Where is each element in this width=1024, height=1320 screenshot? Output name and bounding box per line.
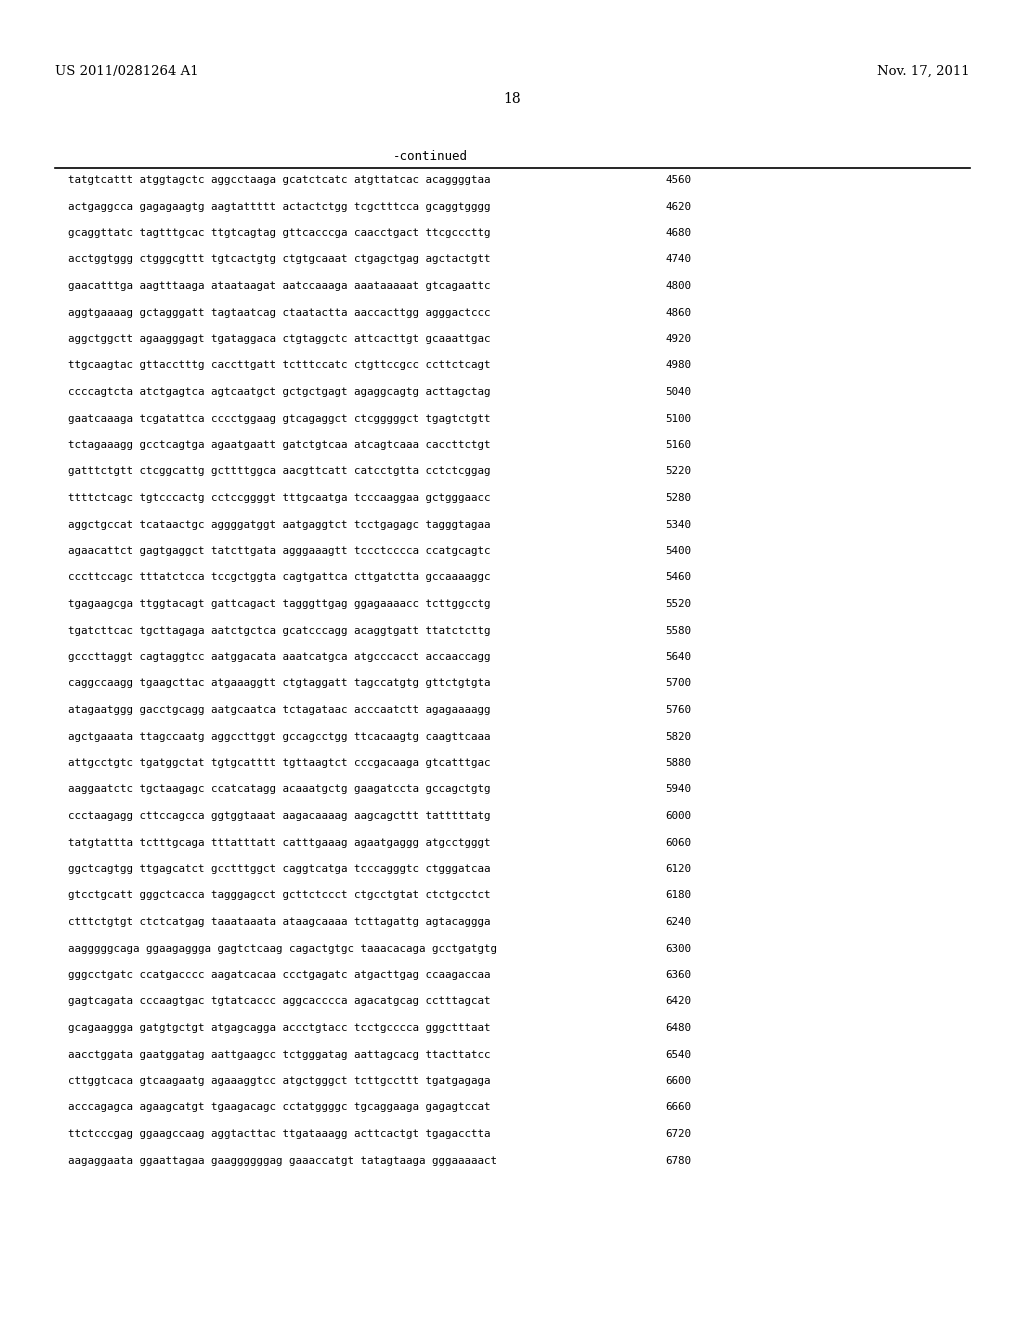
Text: Nov. 17, 2011: Nov. 17, 2011 bbox=[878, 65, 970, 78]
Text: 5580: 5580 bbox=[665, 626, 691, 635]
Text: 6060: 6060 bbox=[665, 837, 691, 847]
Text: 5640: 5640 bbox=[665, 652, 691, 663]
Text: aagggggcaga ggaagaggga gagtctcaag cagactgtgc taaacacaga gcctgatgtg: aagggggcaga ggaagaggga gagtctcaag cagact… bbox=[68, 944, 497, 953]
Text: -continued: -continued bbox=[392, 150, 468, 162]
Text: gcaggttatc tagtttgcac ttgtcagtag gttcacccga caacctgact ttcgcccttg: gcaggttatc tagtttgcac ttgtcagtag gttcacc… bbox=[68, 228, 490, 238]
Text: aggctggctt agaagggagt tgataggaca ctgtaggctc attcacttgt gcaaattgac: aggctggctt agaagggagt tgataggaca ctgtagg… bbox=[68, 334, 490, 345]
Text: 6780: 6780 bbox=[665, 1155, 691, 1166]
Text: 4740: 4740 bbox=[665, 255, 691, 264]
Text: ccctaagagg cttccagcca ggtggtaaat aagacaaaag aagcagcttt tatttttatg: ccctaagagg cttccagcca ggtggtaaat aagacaa… bbox=[68, 810, 490, 821]
Text: 5040: 5040 bbox=[665, 387, 691, 397]
Text: tatgtcattt atggtagctc aggcctaaga gcatctcatc atgttatcac acaggggtaa: tatgtcattt atggtagctc aggcctaaga gcatctc… bbox=[68, 176, 490, 185]
Text: tgagaagcga ttggtacagt gattcagact tagggttgag ggagaaaacc tcttggcctg: tgagaagcga ttggtacagt gattcagact tagggtt… bbox=[68, 599, 490, 609]
Text: 6300: 6300 bbox=[665, 944, 691, 953]
Text: atagaatggg gacctgcagg aatgcaatca tctagataac acccaatctt agagaaaagg: atagaatggg gacctgcagg aatgcaatca tctagat… bbox=[68, 705, 490, 715]
Text: cccttccagc tttatctcca tccgctggta cagtgattca cttgatctta gccaaaaggc: cccttccagc tttatctcca tccgctggta cagtgat… bbox=[68, 573, 490, 582]
Text: 4620: 4620 bbox=[665, 202, 691, 211]
Text: 4920: 4920 bbox=[665, 334, 691, 345]
Text: 6120: 6120 bbox=[665, 865, 691, 874]
Text: ttctcccgag ggaagccaag aggtacttac ttgataaagg acttcactgt tgagacctta: ttctcccgag ggaagccaag aggtacttac ttgataa… bbox=[68, 1129, 490, 1139]
Text: ccccagtcta atctgagtca agtcaatgct gctgctgagt agaggcagtg acttagctag: ccccagtcta atctgagtca agtcaatgct gctgctg… bbox=[68, 387, 490, 397]
Text: 4680: 4680 bbox=[665, 228, 691, 238]
Text: 5400: 5400 bbox=[665, 546, 691, 556]
Text: gaatcaaaga tcgatattca cccctggaag gtcagaggct ctcgggggct tgagtctgtt: gaatcaaaga tcgatattca cccctggaag gtcagag… bbox=[68, 413, 490, 424]
Text: gatttctgtt ctcggcattg gcttttggca aacgttcatt catcctgtta cctctcggag: gatttctgtt ctcggcattg gcttttggca aacgttc… bbox=[68, 466, 490, 477]
Text: gggcctgatc ccatgacccc aagatcacaa ccctgagatc atgacttgag ccaagaccaa: gggcctgatc ccatgacccc aagatcacaa ccctgag… bbox=[68, 970, 490, 979]
Text: 4800: 4800 bbox=[665, 281, 691, 290]
Text: 5280: 5280 bbox=[665, 492, 691, 503]
Text: 6720: 6720 bbox=[665, 1129, 691, 1139]
Text: cttggtcaca gtcaagaatg agaaaggtcc atgctgggct tcttgccttt tgatgagaga: cttggtcaca gtcaagaatg agaaaggtcc atgctgg… bbox=[68, 1076, 490, 1086]
Text: 4560: 4560 bbox=[665, 176, 691, 185]
Text: gagtcagata cccaagtgac tgtatcaccc aggcacccca agacatgcag cctttagcat: gagtcagata cccaagtgac tgtatcaccc aggcacc… bbox=[68, 997, 490, 1006]
Text: 6480: 6480 bbox=[665, 1023, 691, 1034]
Text: attgcctgtc tgatggctat tgtgcatttt tgttaagtct cccgacaaga gtcatttgac: attgcctgtc tgatggctat tgtgcatttt tgttaag… bbox=[68, 758, 490, 768]
Text: 6420: 6420 bbox=[665, 997, 691, 1006]
Text: US 2011/0281264 A1: US 2011/0281264 A1 bbox=[55, 65, 199, 78]
Text: gcccttaggt cagtaggtcc aatggacata aaatcatgca atgcccacct accaaccagg: gcccttaggt cagtaggtcc aatggacata aaatcat… bbox=[68, 652, 490, 663]
Text: ctttctgtgt ctctcatgag taaataaata ataagcaaaa tcttagattg agtacaggga: ctttctgtgt ctctcatgag taaataaata ataagca… bbox=[68, 917, 490, 927]
Text: agctgaaata ttagccaatg aggccttggt gccagcctgg ttcacaagtg caagttcaaa: agctgaaata ttagccaatg aggccttggt gccagcc… bbox=[68, 731, 490, 742]
Text: ttgcaagtac gttacctttg caccttgatt tctttccatc ctgttccgcc ccttctcagt: ttgcaagtac gttacctttg caccttgatt tctttcc… bbox=[68, 360, 490, 371]
Text: 5100: 5100 bbox=[665, 413, 691, 424]
Text: aagaggaata ggaattagaa gaaggggggag gaaaccatgt tatagtaaga gggaaaaact: aagaggaata ggaattagaa gaaggggggag gaaacc… bbox=[68, 1155, 497, 1166]
Text: 5340: 5340 bbox=[665, 520, 691, 529]
Text: 5940: 5940 bbox=[665, 784, 691, 795]
Text: 6600: 6600 bbox=[665, 1076, 691, 1086]
Text: tctagaaagg gcctcagtga agaatgaatt gatctgtcaa atcagtcaaa caccttctgt: tctagaaagg gcctcagtga agaatgaatt gatctgt… bbox=[68, 440, 490, 450]
Text: 6180: 6180 bbox=[665, 891, 691, 900]
Text: 18: 18 bbox=[503, 92, 521, 106]
Text: 6240: 6240 bbox=[665, 917, 691, 927]
Text: aacctggata gaatggatag aattgaagcc tctgggatag aattagcacg ttacttatcc: aacctggata gaatggatag aattgaagcc tctggga… bbox=[68, 1049, 490, 1060]
Text: 5880: 5880 bbox=[665, 758, 691, 768]
Text: ggctcagtgg ttgagcatct gcctttggct caggtcatga tcccagggtc ctgggatcaa: ggctcagtgg ttgagcatct gcctttggct caggtca… bbox=[68, 865, 490, 874]
Text: aggtgaaaag gctagggatt tagtaatcag ctaatactta aaccacttgg agggactccc: aggtgaaaag gctagggatt tagtaatcag ctaatac… bbox=[68, 308, 490, 318]
Text: 5460: 5460 bbox=[665, 573, 691, 582]
Text: aaggaatctc tgctaagagc ccatcatagg acaaatgctg gaagatccta gccagctgtg: aaggaatctc tgctaagagc ccatcatagg acaaatg… bbox=[68, 784, 490, 795]
Text: acccagagca agaagcatgt tgaagacagc cctatggggc tgcaggaaga gagagtccat: acccagagca agaagcatgt tgaagacagc cctatgg… bbox=[68, 1102, 490, 1113]
Text: 6360: 6360 bbox=[665, 970, 691, 979]
Text: actgaggcca gagagaagtg aagtattttt actactctgg tcgctttcca gcaggtgggg: actgaggcca gagagaagtg aagtattttt actactc… bbox=[68, 202, 490, 211]
Text: 6000: 6000 bbox=[665, 810, 691, 821]
Text: 5220: 5220 bbox=[665, 466, 691, 477]
Text: agaacattct gagtgaggct tatcttgata agggaaagtt tccctcccca ccatgcagtc: agaacattct gagtgaggct tatcttgata agggaaa… bbox=[68, 546, 490, 556]
Text: 4860: 4860 bbox=[665, 308, 691, 318]
Text: 5160: 5160 bbox=[665, 440, 691, 450]
Text: ttttctcagc tgtcccactg cctccggggt tttgcaatga tcccaaggaa gctgggaacc: ttttctcagc tgtcccactg cctccggggt tttgcaa… bbox=[68, 492, 490, 503]
Text: tgatcttcac tgcttagaga aatctgctca gcatcccagg acaggtgatt ttatctcttg: tgatcttcac tgcttagaga aatctgctca gcatccc… bbox=[68, 626, 490, 635]
Text: 6660: 6660 bbox=[665, 1102, 691, 1113]
Text: 5760: 5760 bbox=[665, 705, 691, 715]
Text: 6540: 6540 bbox=[665, 1049, 691, 1060]
Text: gaacatttga aagtttaaga ataataagat aatccaaaga aaataaaaat gtcagaattc: gaacatttga aagtttaaga ataataagat aatccaa… bbox=[68, 281, 490, 290]
Text: acctggtggg ctgggcgttt tgtcactgtg ctgtgcaaat ctgagctgag agctactgtt: acctggtggg ctgggcgttt tgtcactgtg ctgtgca… bbox=[68, 255, 490, 264]
Text: 4980: 4980 bbox=[665, 360, 691, 371]
Text: 5820: 5820 bbox=[665, 731, 691, 742]
Text: aggctgccat tcataactgc aggggatggt aatgaggtct tcctgagagc tagggtagaa: aggctgccat tcataactgc aggggatggt aatgagg… bbox=[68, 520, 490, 529]
Text: gcagaaggga gatgtgctgt atgagcagga accctgtacc tcctgcccca gggctttaat: gcagaaggga gatgtgctgt atgagcagga accctgt… bbox=[68, 1023, 490, 1034]
Text: tatgtattta tctttgcaga tttatttatt catttgaaag agaatgaggg atgcctgggt: tatgtattta tctttgcaga tttatttatt catttga… bbox=[68, 837, 490, 847]
Text: gtcctgcatt gggctcacca tagggagcct gcttctccct ctgcctgtat ctctgcctct: gtcctgcatt gggctcacca tagggagcct gcttctc… bbox=[68, 891, 490, 900]
Text: caggccaagg tgaagcttac atgaaaggtt ctgtaggatt tagccatgtg gttctgtgta: caggccaagg tgaagcttac atgaaaggtt ctgtagg… bbox=[68, 678, 490, 689]
Text: 5700: 5700 bbox=[665, 678, 691, 689]
Text: 5520: 5520 bbox=[665, 599, 691, 609]
